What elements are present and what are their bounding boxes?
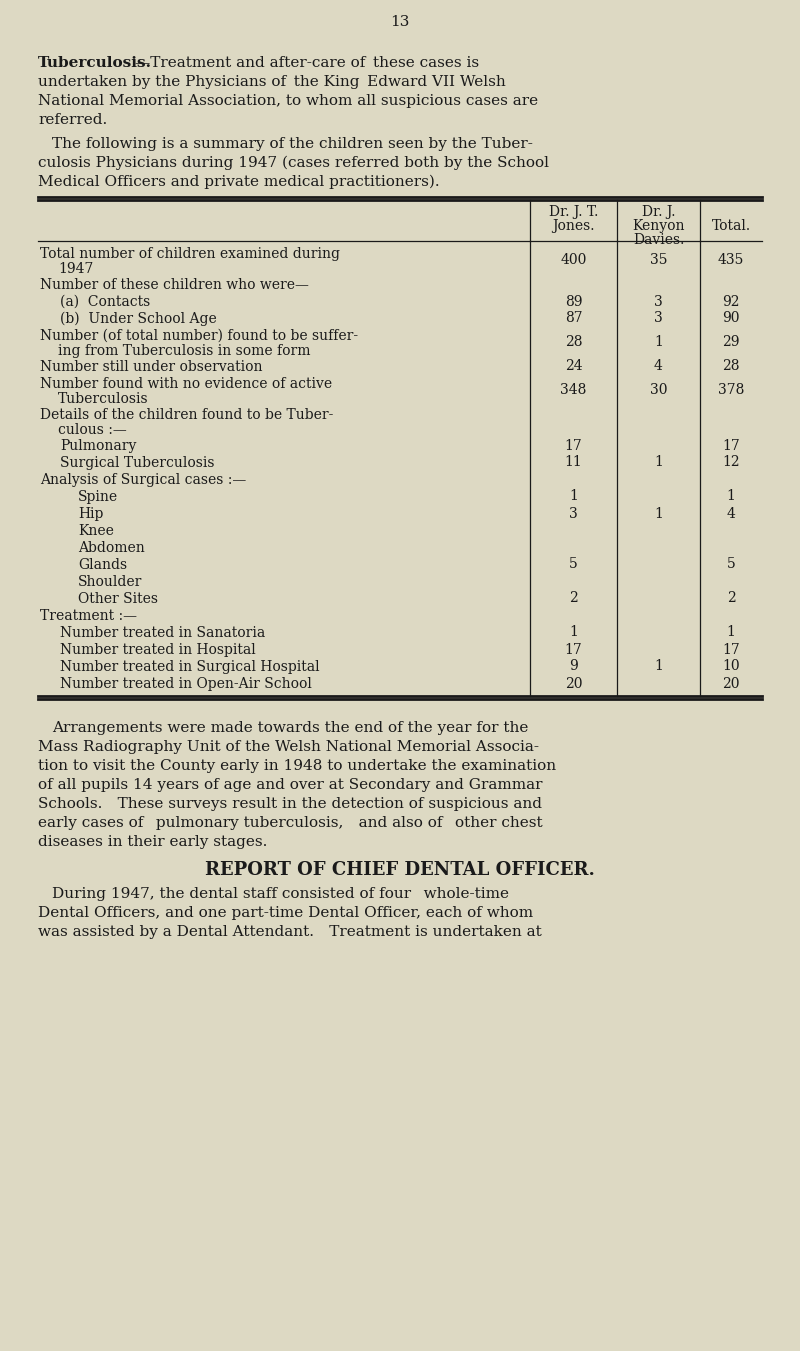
- Text: Total number of children examined during: Total number of children examined during: [40, 247, 340, 261]
- Text: Number treated in Surgical Hospital: Number treated in Surgical Hospital: [60, 661, 320, 674]
- Text: Number treated in Hospital: Number treated in Hospital: [60, 643, 256, 657]
- Text: Treatment :—: Treatment :—: [40, 609, 137, 623]
- Text: Shoulder: Shoulder: [78, 576, 142, 589]
- Text: 17: 17: [565, 439, 582, 453]
- Text: Number of these children who were—: Number of these children who were—: [40, 278, 309, 292]
- Text: tion to visit the County early in 1948 to undertake the examination: tion to visit the County early in 1948 t…: [38, 759, 556, 773]
- Text: culous :—: culous :—: [58, 423, 126, 436]
- Text: 5: 5: [569, 558, 578, 571]
- Text: Kenyon: Kenyon: [632, 219, 685, 232]
- Text: 1: 1: [654, 659, 663, 674]
- Text: 30: 30: [650, 384, 667, 397]
- Text: 20: 20: [722, 677, 740, 690]
- Text: 1: 1: [569, 626, 578, 639]
- Text: Knee: Knee: [78, 524, 114, 538]
- Text: Number still under observation: Number still under observation: [40, 359, 262, 374]
- Text: 24: 24: [565, 359, 582, 373]
- Text: Number found with no evidence of active: Number found with no evidence of active: [40, 377, 332, 390]
- Text: 1: 1: [654, 507, 663, 520]
- Text: 1: 1: [726, 489, 735, 504]
- Text: 3: 3: [654, 312, 663, 326]
- Text: Medical Officers and private medical practitioners).: Medical Officers and private medical pra…: [38, 176, 440, 189]
- Text: Mass Radiography Unit of the Welsh National Memorial Associa-: Mass Radiography Unit of the Welsh Natio…: [38, 740, 539, 754]
- Text: National Memorial Association, to whom all suspicious cases are: National Memorial Association, to whom a…: [38, 95, 538, 108]
- Text: 35: 35: [650, 254, 667, 267]
- Text: 1: 1: [654, 335, 663, 350]
- Text: (a)  Contacts: (a) Contacts: [60, 295, 150, 309]
- Text: 3: 3: [569, 507, 578, 520]
- Text: 12: 12: [722, 455, 740, 470]
- Text: 89: 89: [565, 295, 582, 308]
- Text: 87: 87: [565, 312, 582, 326]
- Text: Schools.  These surveys result in the detection of suspicious and: Schools. These surveys result in the det…: [38, 797, 542, 811]
- Text: Dental Officers, and one part-time Dental Officer, each of whom: Dental Officers, and one part-time Denta…: [38, 907, 533, 920]
- Text: 28: 28: [565, 335, 582, 350]
- Text: 13: 13: [390, 15, 410, 28]
- Text: Abdomen: Abdomen: [78, 540, 145, 555]
- Text: Number treated in Sanatoria: Number treated in Sanatoria: [60, 626, 266, 640]
- Text: 378: 378: [718, 384, 744, 397]
- Text: 1: 1: [726, 626, 735, 639]
- Text: referred.: referred.: [38, 113, 107, 127]
- Text: 400: 400: [560, 254, 586, 267]
- Text: culosis Physicians during 1947 (cases referred both by the School: culosis Physicians during 1947 (cases re…: [38, 155, 549, 170]
- Text: REPORT OF CHIEF DENTAL OFFICER.: REPORT OF CHIEF DENTAL OFFICER.: [205, 861, 595, 880]
- Text: Spine: Spine: [78, 490, 118, 504]
- Text: Glands: Glands: [78, 558, 127, 571]
- Text: 28: 28: [722, 359, 740, 373]
- Text: 3: 3: [654, 295, 663, 308]
- Text: Tuberculosis: Tuberculosis: [58, 392, 149, 407]
- Text: 92: 92: [722, 295, 740, 308]
- Text: Other Sites: Other Sites: [78, 592, 158, 607]
- Text: 435: 435: [718, 254, 744, 267]
- Text: 1: 1: [654, 455, 663, 470]
- Text: Jones.: Jones.: [552, 219, 594, 232]
- Text: During 1947, the dental staff consisted of four  whole-time: During 1947, the dental staff consisted …: [52, 888, 509, 901]
- Text: 1947: 1947: [58, 262, 94, 276]
- Text: 20: 20: [565, 677, 582, 690]
- Text: of all pupils 14 years of age and over at Secondary and Grammar: of all pupils 14 years of age and over a…: [38, 778, 542, 792]
- Text: 10: 10: [722, 659, 740, 674]
- Text: Surgical Tuberculosis: Surgical Tuberculosis: [60, 457, 214, 470]
- Text: Dr. J. T.: Dr. J. T.: [549, 205, 598, 219]
- Text: diseases in their early stages.: diseases in their early stages.: [38, 835, 267, 848]
- Text: 348: 348: [560, 384, 586, 397]
- Text: Arrangements were made towards the end of the year for the: Arrangements were made towards the end o…: [52, 721, 528, 735]
- Text: was assisted by a Dental Attendant.  Treatment is undertaken at: was assisted by a Dental Attendant. Trea…: [38, 925, 542, 939]
- Text: 17: 17: [565, 643, 582, 657]
- Text: 17: 17: [722, 643, 740, 657]
- Text: early cases of  pulmonary tuberculosis,  and also of  other chest: early cases of pulmonary tuberculosis, a…: [38, 816, 542, 830]
- Text: Number (of total number) found to be suffer-: Number (of total number) found to be suf…: [40, 330, 358, 343]
- Text: Number treated in Open-Air School: Number treated in Open-Air School: [60, 677, 312, 690]
- Text: Hip: Hip: [78, 507, 103, 521]
- Text: Tuberculosis.: Tuberculosis.: [38, 55, 152, 70]
- Text: 29: 29: [722, 335, 740, 350]
- Text: undertaken by the Physicians of the King Edward VII Welsh: undertaken by the Physicians of the King…: [38, 76, 506, 89]
- Text: 90: 90: [722, 312, 740, 326]
- Text: Analysis of Surgical cases :—: Analysis of Surgical cases :—: [40, 473, 246, 486]
- Text: The following is a summary of the children seen by the Tuber-: The following is a summary of the childr…: [52, 136, 533, 151]
- Text: —Treatment and after-care of these cases is: —Treatment and after-care of these cases…: [135, 55, 479, 70]
- Text: Total.: Total.: [711, 219, 750, 232]
- Text: 9: 9: [569, 659, 578, 674]
- Text: 11: 11: [565, 455, 582, 470]
- Text: 4: 4: [654, 359, 663, 373]
- Text: ing from Tuberculosis in some form: ing from Tuberculosis in some form: [58, 345, 310, 358]
- Text: Pulmonary: Pulmonary: [60, 439, 136, 453]
- Text: 2: 2: [726, 592, 735, 605]
- Text: 5: 5: [726, 558, 735, 571]
- Text: 1: 1: [569, 489, 578, 504]
- Text: 17: 17: [722, 439, 740, 453]
- Text: Details of the children found to be Tuber-: Details of the children found to be Tube…: [40, 408, 334, 422]
- Text: Davies.: Davies.: [633, 232, 684, 247]
- Text: 2: 2: [569, 592, 578, 605]
- Text: 4: 4: [726, 507, 735, 520]
- Text: (b)  Under School Age: (b) Under School Age: [60, 312, 217, 327]
- Text: Dr. J.: Dr. J.: [642, 205, 675, 219]
